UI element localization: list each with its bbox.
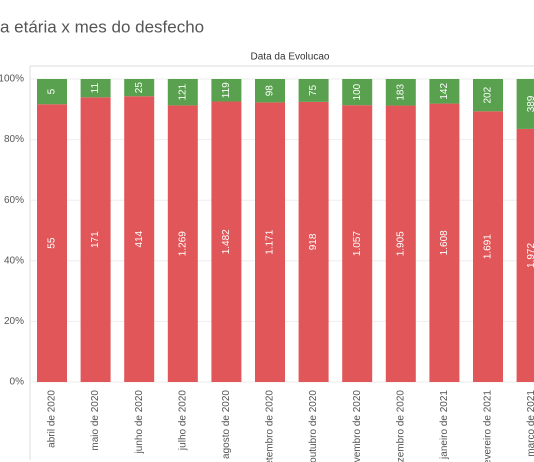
data-label: 5 bbox=[47, 88, 58, 94]
bar-segment bbox=[255, 79, 285, 103]
data-label: 1.482 bbox=[221, 229, 232, 254]
y-tick-label: 0% bbox=[10, 377, 25, 388]
y-tick-label: 20% bbox=[4, 316, 24, 327]
data-label: 171 bbox=[90, 231, 101, 248]
chart-title: a etária x mes do desfecho bbox=[0, 17, 204, 36]
data-label: 98 bbox=[265, 85, 276, 97]
bar-segment bbox=[255, 102, 285, 382]
y-tick-label: 60% bbox=[4, 195, 24, 206]
bar-segment bbox=[211, 79, 242, 102]
x-tick-label: agosto de 2020 bbox=[221, 390, 232, 459]
bar-segment bbox=[385, 79, 416, 106]
x-tick-label: outubro de 2020 bbox=[308, 390, 319, 462]
x-tick-label: maio de 2020 bbox=[90, 390, 101, 451]
x-tick-label: abril de 2020 bbox=[47, 390, 58, 448]
data-label: 389 bbox=[526, 95, 534, 112]
bar-segment bbox=[429, 103, 460, 382]
data-label: 55 bbox=[47, 237, 58, 249]
data-label: 183 bbox=[395, 83, 406, 100]
column-header: Data da Evolucao bbox=[251, 52, 330, 63]
x-tick-label: fevereiro de 2021 bbox=[483, 390, 494, 462]
bar-segment bbox=[298, 101, 329, 382]
data-label: 1.608 bbox=[439, 230, 450, 255]
bar-segment bbox=[429, 79, 460, 104]
bar-segment bbox=[298, 79, 329, 102]
data-label: 1.905 bbox=[395, 231, 406, 256]
data-label: 25 bbox=[134, 82, 145, 94]
y-tick-label: 100% bbox=[0, 74, 24, 85]
data-label: 202 bbox=[483, 86, 494, 103]
bar-segment bbox=[167, 105, 198, 383]
bar-segment bbox=[342, 105, 373, 382]
bar-segment bbox=[124, 96, 155, 382]
data-label: 1.171 bbox=[265, 229, 276, 254]
data-label: 142 bbox=[439, 83, 450, 100]
x-tick-label: dezembro de 2020 bbox=[395, 390, 406, 462]
data-label: 1.269 bbox=[177, 231, 188, 256]
bar-segment bbox=[80, 97, 111, 383]
data-label: 75 bbox=[308, 84, 319, 96]
bar-segment bbox=[167, 79, 198, 106]
data-label: 1.057 bbox=[352, 231, 363, 256]
bar-segment bbox=[124, 79, 155, 97]
y-tick-label: 40% bbox=[4, 255, 24, 266]
bar-segment bbox=[516, 79, 534, 129]
data-label: 121 bbox=[177, 83, 188, 100]
x-tick-label: março de 2021 bbox=[526, 390, 534, 457]
data-label: 1.972 bbox=[526, 243, 534, 268]
bar-segment bbox=[473, 111, 503, 383]
bar-segment bbox=[37, 104, 67, 382]
bar-segment bbox=[211, 101, 242, 382]
x-tick-label: novembro de 2020 bbox=[352, 390, 363, 462]
x-tick-label: julho de 2020 bbox=[177, 390, 188, 451]
data-label: 414 bbox=[134, 230, 145, 247]
bar-segment bbox=[37, 79, 67, 105]
x-tick-label: junho de 2020 bbox=[134, 390, 145, 455]
bar-segment bbox=[342, 79, 373, 106]
bar-segment bbox=[473, 79, 503, 112]
y-tick-label: 80% bbox=[4, 134, 24, 145]
x-tick-label: setembro de 2020 bbox=[265, 390, 276, 462]
bar-segment bbox=[516, 128, 534, 382]
data-label: 1.691 bbox=[483, 234, 494, 259]
x-tick-label: janeiro de 2021 bbox=[439, 390, 450, 460]
data-label: 100 bbox=[352, 83, 363, 100]
bar-segment bbox=[80, 79, 111, 98]
data-label: 11 bbox=[90, 83, 101, 94]
data-label: 918 bbox=[308, 233, 319, 250]
bar-segment bbox=[385, 105, 416, 383]
data-label: 119 bbox=[221, 82, 232, 98]
